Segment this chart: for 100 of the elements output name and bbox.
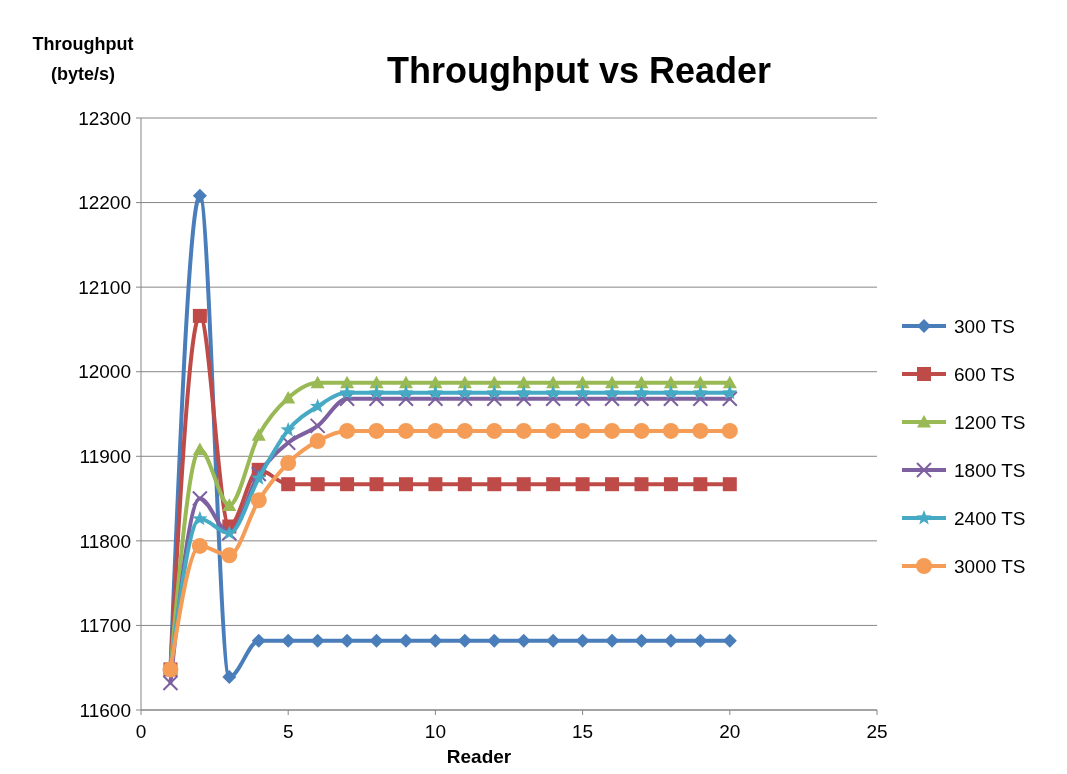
point: [692, 384, 708, 400]
point: [222, 670, 237, 685]
point: [191, 537, 208, 554]
chart-title: Throughput vs Reader: [386, 50, 772, 91]
point: [281, 477, 296, 492]
point: [281, 390, 296, 404]
point: [722, 375, 737, 389]
legend-label: 1800 TS: [954, 459, 1026, 481]
point: [192, 308, 207, 323]
point: [721, 422, 738, 439]
x-tick-label: 15: [572, 721, 594, 742]
point: [222, 498, 237, 511]
x-tick-label: 5: [282, 721, 294, 742]
point: [574, 422, 591, 439]
point: [162, 674, 179, 691]
point: [693, 477, 708, 492]
point: [575, 375, 590, 389]
point: [398, 375, 413, 389]
point: [339, 422, 356, 439]
point: [604, 384, 620, 400]
point: [545, 384, 561, 400]
point: [427, 422, 444, 439]
legend-label: 300 TS: [954, 315, 1015, 337]
point: [516, 633, 531, 648]
point: [456, 422, 473, 439]
point: [486, 422, 503, 439]
point: [574, 384, 591, 400]
point: [605, 477, 620, 492]
point: [398, 633, 413, 648]
x-tick-label: 10: [424, 721, 446, 742]
point: [398, 477, 413, 492]
point: [634, 633, 649, 648]
x-tick-label: 0: [135, 721, 147, 742]
point: [722, 477, 737, 492]
point: [310, 477, 325, 492]
point: [457, 477, 472, 492]
point: [428, 375, 443, 389]
point: [369, 633, 384, 648]
point: [280, 455, 297, 472]
point: [634, 375, 649, 389]
x-tick-label: 25: [866, 721, 888, 742]
y-tick-label: 11900: [79, 445, 131, 467]
point: [369, 375, 384, 389]
point: [693, 375, 708, 389]
point: [604, 422, 621, 439]
point: [546, 633, 561, 648]
point: [486, 384, 502, 400]
point: [575, 477, 590, 492]
y-tick-label: 11800: [79, 530, 131, 552]
point: [251, 633, 266, 648]
point: [192, 510, 208, 526]
point: [575, 633, 590, 648]
y-tick-label: 11700: [79, 615, 131, 637]
y-tick-label: 12100: [78, 276, 131, 298]
point: [310, 633, 325, 648]
point: [633, 384, 650, 400]
point: [339, 390, 356, 407]
point: [369, 477, 384, 492]
point: [280, 434, 297, 451]
legend-label: 3000 TS: [954, 555, 1026, 577]
point: [192, 442, 207, 456]
point: [368, 422, 385, 439]
point: [340, 375, 355, 389]
point: [605, 633, 620, 648]
point: [428, 477, 443, 492]
point: [692, 422, 709, 439]
point: [546, 375, 561, 389]
point: [662, 422, 679, 439]
point: [340, 477, 355, 492]
point: [722, 384, 738, 400]
point: [309, 417, 326, 434]
point: [663, 477, 678, 492]
point: [397, 422, 414, 439]
point: [487, 633, 502, 648]
y-tick-label: 12200: [78, 192, 131, 214]
point: [457, 633, 472, 648]
point: [309, 433, 326, 450]
point: [546, 477, 561, 492]
point: [633, 422, 650, 439]
point: [398, 384, 414, 400]
point: [280, 422, 296, 437]
point: [663, 384, 679, 400]
point: [310, 375, 325, 389]
point: [221, 547, 238, 564]
point: [487, 477, 502, 492]
point: [721, 390, 738, 407]
point: [722, 633, 737, 648]
point: [516, 477, 531, 492]
point: [251, 470, 267, 485]
point: [545, 422, 562, 439]
point: [427, 384, 444, 400]
legend-label: 2400 TS: [954, 507, 1026, 529]
point: [340, 633, 355, 648]
y-tick-label: 12300: [78, 107, 131, 129]
point: [310, 398, 326, 413]
point: [634, 477, 649, 492]
x-tick-label: 20: [719, 721, 741, 742]
point: [457, 375, 472, 389]
point: [192, 188, 207, 203]
point: [281, 633, 296, 648]
